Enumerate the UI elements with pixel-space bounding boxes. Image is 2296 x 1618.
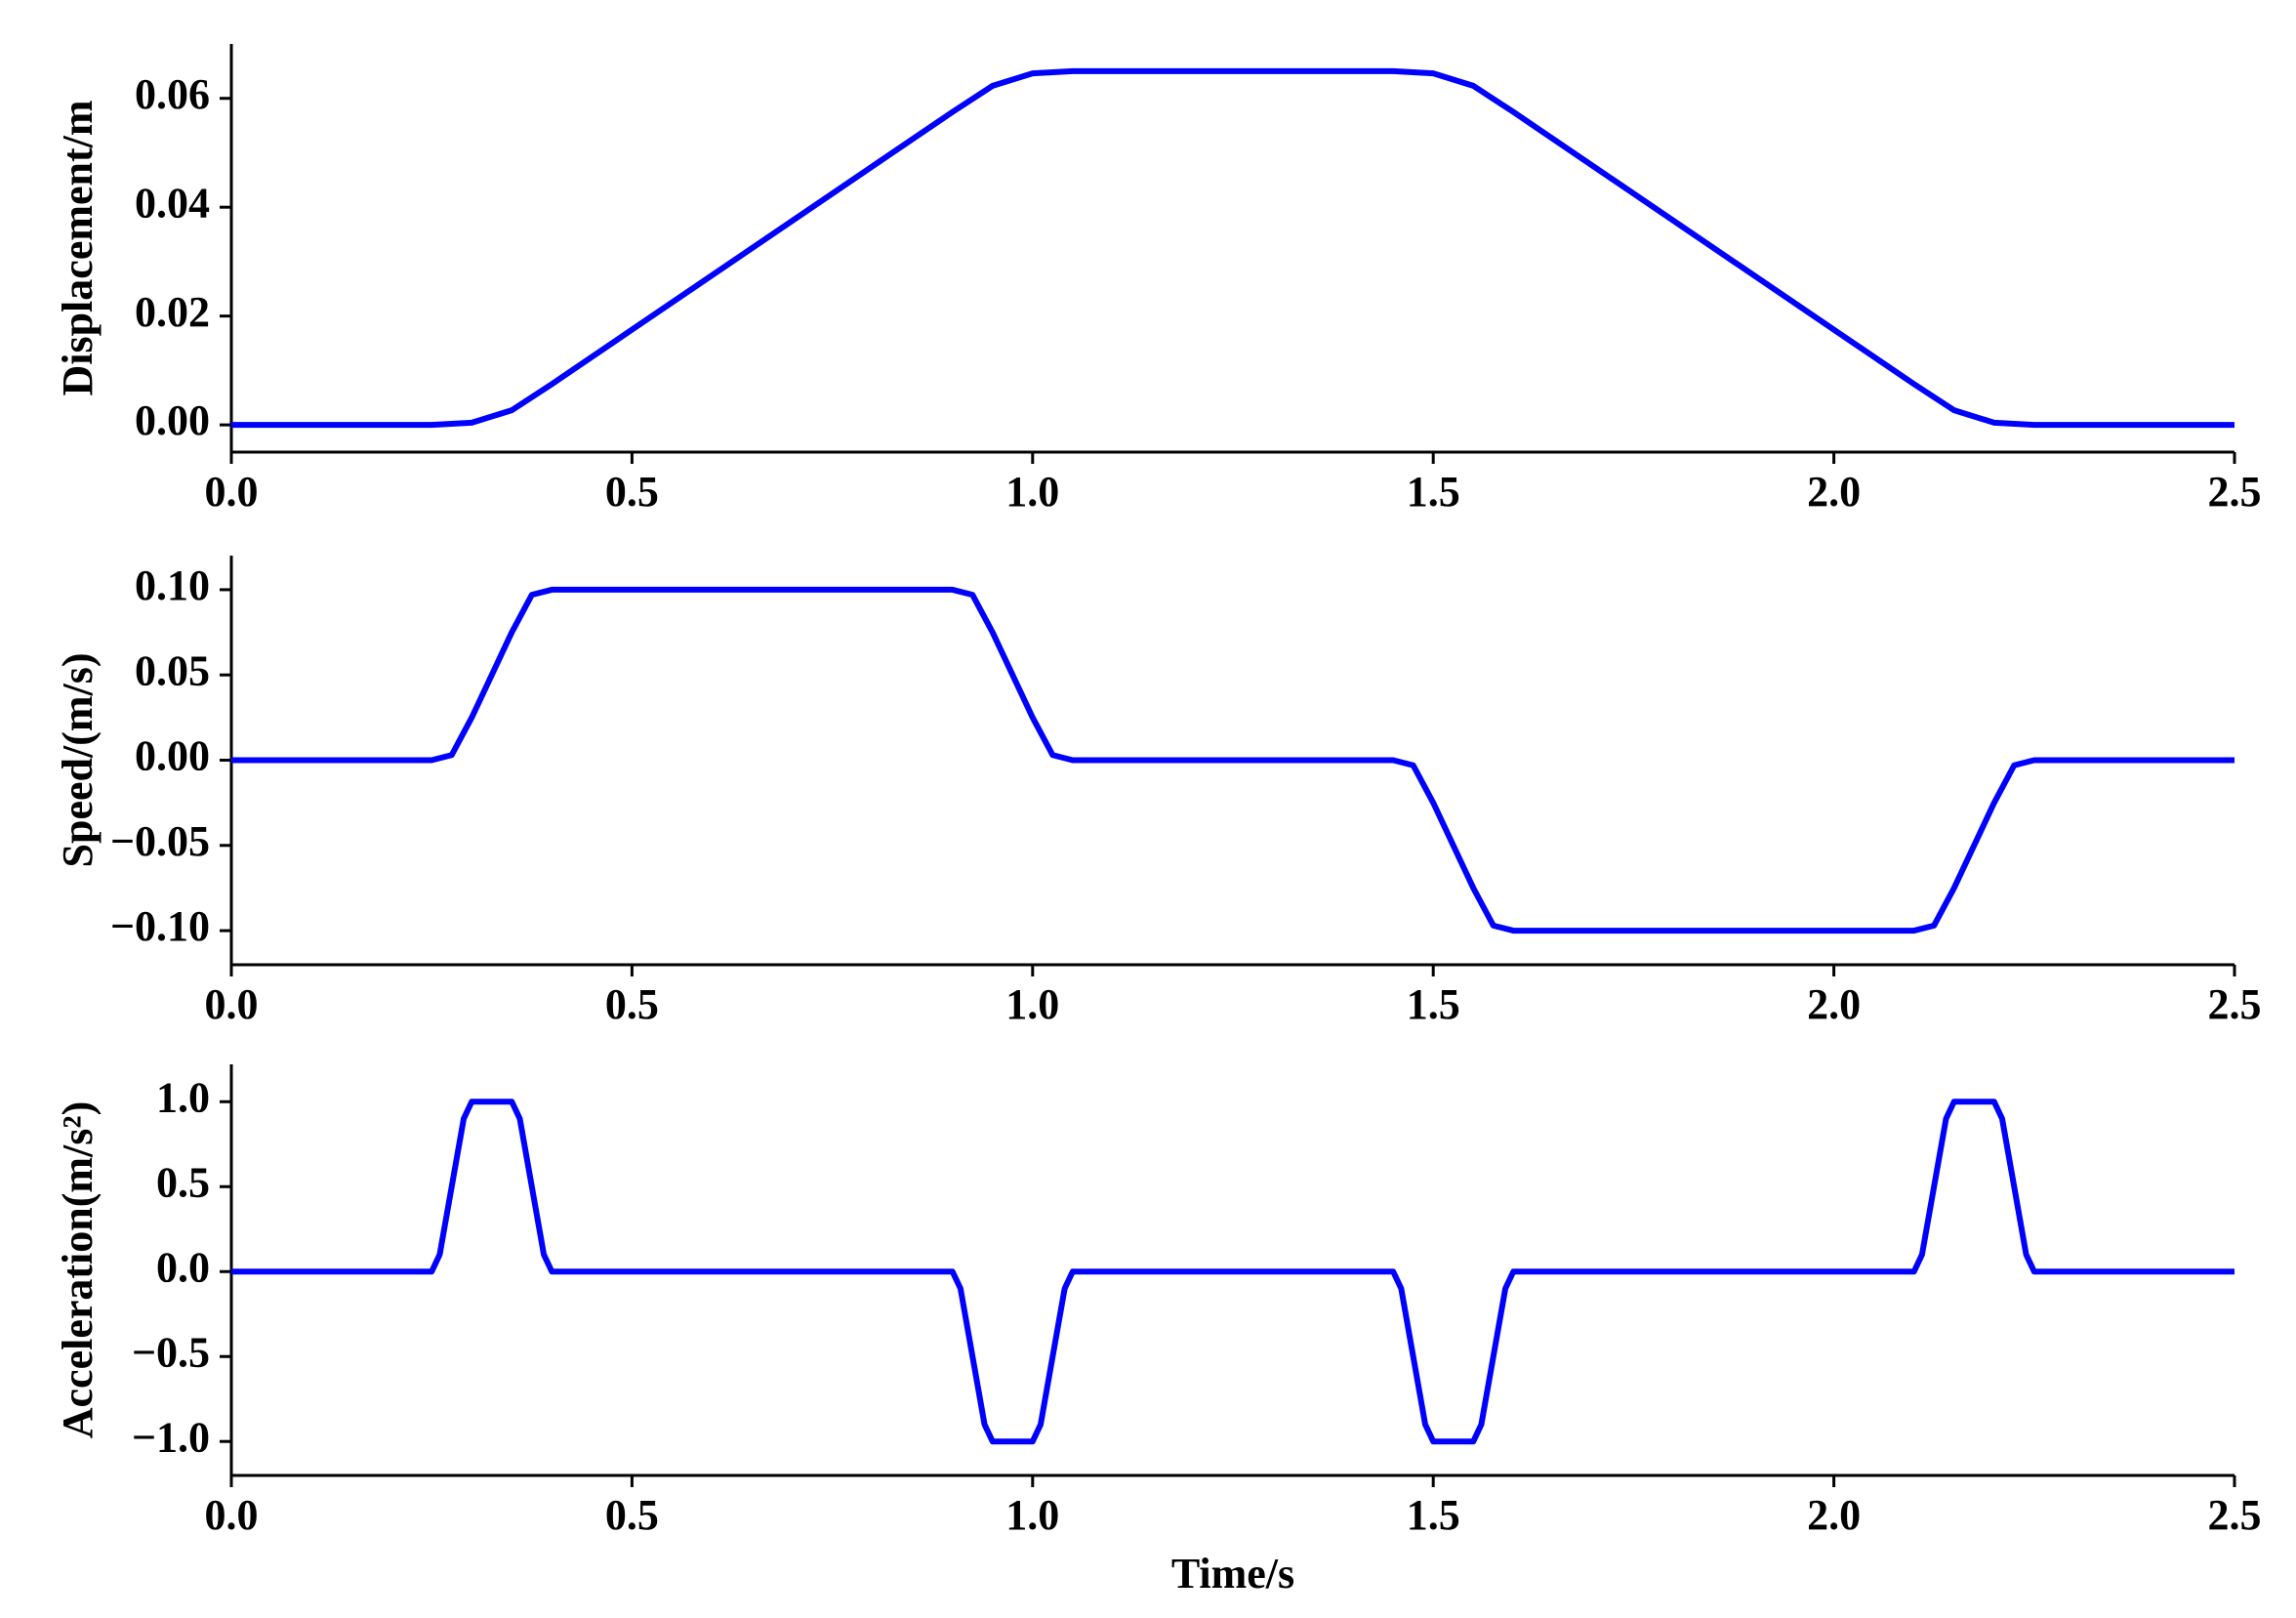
y-axis-label: Displacement/m [54, 100, 102, 395]
x-tick-label: 2.0 [1807, 468, 1861, 516]
x-tick-label: 0.5 [605, 1491, 659, 1539]
x-axis-label: Time/s [1171, 1550, 1294, 1597]
x-tick-label: 0.0 [205, 1491, 259, 1539]
y-axis-label: Speed/(m/s) [54, 653, 102, 868]
x-tick-label: 2.5 [2208, 980, 2262, 1028]
data-line [231, 67, 2234, 429]
x-tick-label: 1.0 [1005, 1491, 1059, 1539]
x-tick-label: 1.5 [1407, 980, 1460, 1028]
x-tick-label: 1.5 [1407, 468, 1460, 516]
y-tick-label: 0.10 [135, 561, 210, 609]
y-tick-label: 0.5 [156, 1158, 210, 1206]
y-tick-label: 0.00 [135, 732, 210, 780]
y-tick-label: 0.00 [135, 396, 210, 444]
x-tick-label: 2.0 [1807, 980, 1861, 1028]
y-tick-label: −0.10 [110, 902, 210, 950]
y-axis-label: Acceleration(m/s²) [54, 1101, 102, 1439]
data-line [231, 1099, 2234, 1445]
x-tick-label: 0.0 [205, 468, 259, 516]
x-tick-label: 1.0 [1005, 980, 1059, 1028]
y-tick-label: −1.0 [132, 1413, 210, 1461]
y-tick-label: 0.05 [135, 646, 210, 694]
x-tick-label: 2.5 [2208, 1491, 2262, 1539]
x-tick-label: 2.5 [2208, 468, 2262, 516]
x-tick-label: 0.0 [205, 980, 259, 1028]
y-tick-label: 0.04 [135, 179, 210, 227]
x-tick-label: 1.5 [1407, 1491, 1460, 1539]
x-tick-label: 0.5 [605, 980, 659, 1028]
data-line [231, 586, 2234, 934]
y-tick-label: −0.05 [110, 817, 210, 865]
y-tick-label: 0.0 [156, 1243, 210, 1291]
x-tick-label: 0.5 [605, 468, 659, 516]
y-tick-label: −0.5 [132, 1328, 210, 1376]
y-tick-label: 0.06 [135, 70, 210, 118]
y-tick-label: 0.02 [135, 288, 210, 336]
x-tick-label: 1.0 [1005, 468, 1059, 516]
y-tick-label: 1.0 [156, 1073, 210, 1121]
x-tick-label: 2.0 [1807, 1491, 1861, 1539]
